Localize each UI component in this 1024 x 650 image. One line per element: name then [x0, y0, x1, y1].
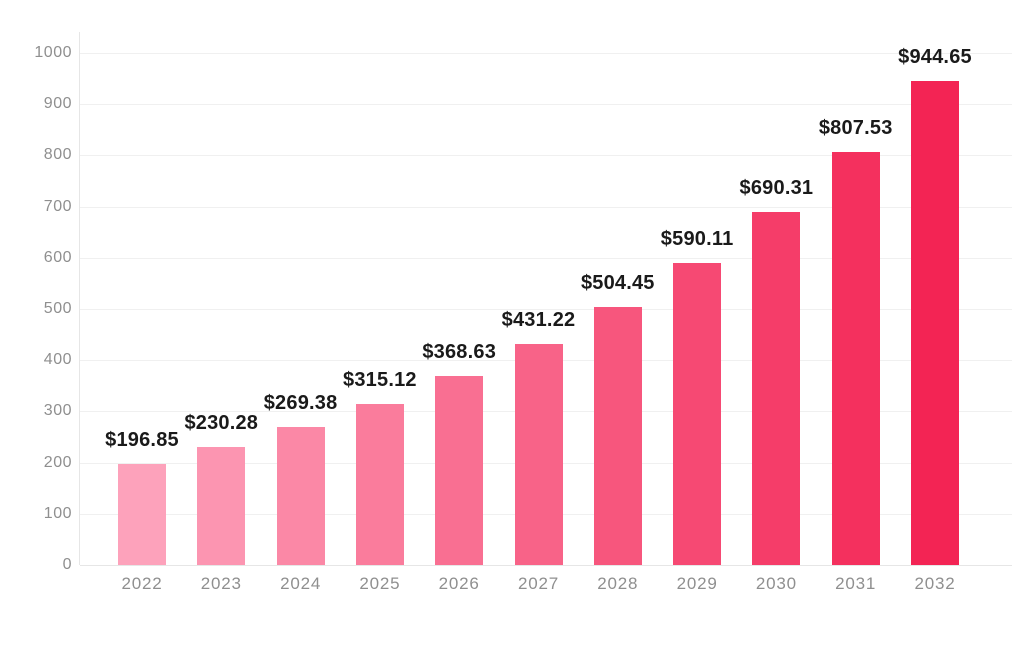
- y-axis-line: [79, 32, 80, 565]
- bar-value-label-2032: $944.65: [898, 46, 972, 69]
- x-axis-tick-label-2027: 2027: [517, 574, 560, 593]
- y-axis-tick-label: 600: [43, 248, 72, 266]
- bar-value-label-2024: $269.38: [263, 392, 338, 415]
- bar-2029: [673, 262, 722, 565]
- x-axis-tick-label-2031: 2031: [835, 574, 877, 593]
- gridline-500: [80, 309, 1012, 310]
- gridline-1000: [80, 53, 1012, 54]
- bar-value-label-2030: $690.31: [739, 176, 814, 199]
- x-axis-tick-label-2030: 2030: [755, 574, 797, 593]
- bar-2027: [514, 344, 563, 565]
- y-axis-tick-label: 400: [43, 351, 72, 369]
- bar-2030: [752, 211, 801, 565]
- x-axis-tick-label-2025: 2025: [359, 574, 401, 593]
- bar-2032: [911, 81, 959, 565]
- bar-2025: [355, 403, 404, 565]
- x-axis-tick-label-2023: 2023: [200, 574, 242, 593]
- bar-value-label-2027: $431.22: [501, 309, 576, 332]
- x-axis-tick-label-2026: 2026: [438, 574, 480, 593]
- bar-value-label-2023: $230.28: [184, 412, 259, 435]
- y-axis-tick-label: 500: [43, 300, 72, 317]
- y-axis-tick-label: 900: [43, 95, 72, 113]
- x-axis-tick-label-2028: 2028: [597, 574, 639, 593]
- bar-2024: [276, 427, 325, 565]
- gridline-800: [80, 155, 1012, 157]
- bar-value-label-2026: $368.63: [422, 341, 497, 364]
- bar-value-label-2029: $590.11: [660, 227, 734, 250]
- x-axis-tick-label-2029: 2029: [676, 574, 718, 593]
- bar-2022: [118, 464, 166, 565]
- y-axis-tick-label: 0: [62, 556, 72, 573]
- y-axis-tick-label: 100: [43, 504, 72, 522]
- x-axis-tick-label-2022: 2022: [121, 574, 163, 593]
- bar-value-label-2022: $196.85: [105, 429, 179, 452]
- x-axis-tick-label-2024: 2024: [280, 574, 322, 593]
- bar-value-label-2025: $315.12: [343, 368, 417, 391]
- y-axis-tick-label: 300: [43, 402, 72, 420]
- gridline-0: [80, 565, 1012, 566]
- bar-value-label-2028: $504.45: [580, 271, 655, 294]
- y-axis-tick-label: 1000: [34, 44, 72, 61]
- y-axis-tick-label: 200: [43, 453, 72, 471]
- bar-2026: [435, 376, 484, 565]
- bar-value-label-2031: $807.53: [818, 116, 893, 139]
- gridline-600: [80, 257, 1012, 259]
- bar-2028: [593, 306, 642, 565]
- y-axis-tick-label: 800: [43, 146, 72, 164]
- x-axis-tick-label-2032: 2032: [914, 574, 956, 593]
- y-axis-tick-label: 700: [43, 197, 72, 215]
- bar-2023: [197, 447, 246, 565]
- gridline-900: [80, 104, 1012, 106]
- bar-2031: [831, 151, 880, 565]
- gridline-700: [80, 206, 1012, 208]
